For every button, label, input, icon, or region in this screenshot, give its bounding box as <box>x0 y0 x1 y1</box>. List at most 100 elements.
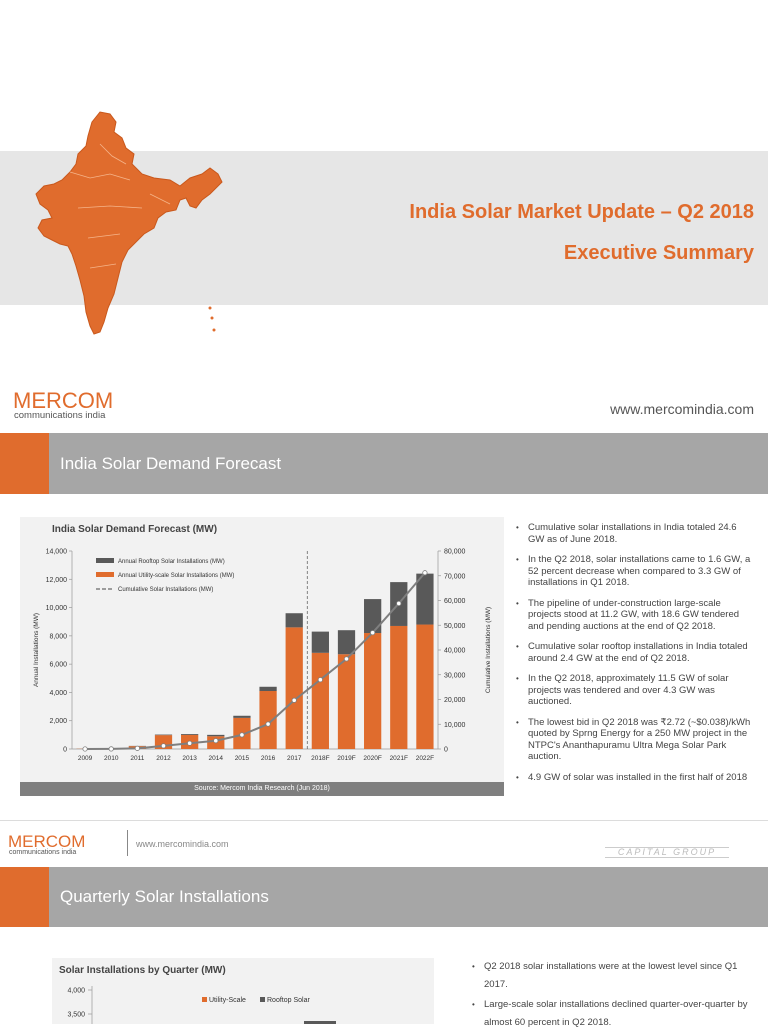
quarterly-bullet-list: Q2 2018 solar installations were at the … <box>468 958 758 1034</box>
india-map-icon <box>30 108 230 348</box>
bar-rooftop <box>155 735 172 736</box>
section-title-demand-forecast: India Solar Demand Forecast <box>60 454 281 474</box>
legend-label: Cumulative Solar Installations (MW) <box>118 587 213 593</box>
slide-subtitle: Executive Summary <box>564 242 754 265</box>
y-tick-label: 4,000 <box>67 988 85 995</box>
logo-separator <box>127 830 128 856</box>
y-tick-label: 4,000 <box>49 690 67 697</box>
y-tick-label: 12,000 <box>46 577 68 584</box>
footer-divider <box>0 820 768 821</box>
section-title-quarterly: Quarterly Solar Installations <box>60 887 269 907</box>
bar-utility <box>364 633 381 749</box>
x-tick-label: 2015 <box>235 755 250 762</box>
mercom-footer-logo: MERCOM communications india <box>8 832 120 856</box>
bar-rooftop <box>233 716 250 718</box>
bar-rooftop <box>338 630 355 654</box>
cumulative-point <box>292 698 296 702</box>
x-tick-label: 2014 <box>209 755 224 762</box>
bullet-item: The lowest bid in Q2 2018 was ₹2.72 (~$0… <box>512 717 752 763</box>
y-tick-label: 2,000 <box>49 718 67 725</box>
legend-swatch <box>96 558 114 563</box>
y2-tick-label: 40,000 <box>444 648 466 655</box>
bar-utility <box>416 625 433 749</box>
slide-title: India Solar Market Update – Q2 2018 <box>409 201 754 224</box>
bar-utility <box>390 626 407 749</box>
y2-tick-label: 0 <box>444 747 448 754</box>
legend-label: Annual Rooftop Solar Installations (MW) <box>118 559 225 565</box>
y-tick-label: 3,500 <box>67 1012 85 1019</box>
y2-tick-label: 80,000 <box>444 549 466 556</box>
svg-text:communications india: communications india <box>9 849 76 856</box>
capital-group-logo: CAPITAL GROUP <box>605 847 729 858</box>
chart-title: Solar Installations by Quarter (MW) <box>59 965 226 976</box>
cumulative-point <box>161 744 165 748</box>
cumulative-point <box>344 657 348 661</box>
bar-rooftop <box>207 735 224 736</box>
y2-tick-label: 10,000 <box>444 722 466 729</box>
bullet-item: Cumulative solar rooftop installations i… <box>512 641 752 664</box>
y2-tick-label: 70,000 <box>444 573 466 580</box>
bullet-item: Large-scale solar installations declined… <box>468 996 758 1032</box>
cumulative-point <box>240 733 244 737</box>
legend-label: Utility-Scale <box>209 997 246 1004</box>
chart-title: India Solar Demand Forecast (MW) <box>52 524 217 535</box>
y-tick-label: 6,000 <box>49 662 67 669</box>
x-tick-label: 2009 <box>78 755 93 762</box>
x-tick-label: 2017 <box>287 755 302 762</box>
cumulative-point <box>397 601 401 605</box>
x-tick-label: 2022F <box>416 755 434 762</box>
bar-rooftop <box>181 734 198 735</box>
x-tick-label: 2012 <box>156 755 171 762</box>
y2-tick-label: 20,000 <box>444 697 466 704</box>
cumulative-point <box>266 722 270 726</box>
y2-tick-label: 30,000 <box>444 672 466 679</box>
demand-bullet-list: Cumulative solar installations in India … <box>512 522 752 792</box>
bar-utility <box>259 691 276 749</box>
y-tick-label: 8,000 <box>49 633 67 640</box>
x-tick-label: 2021F <box>390 755 408 762</box>
x-tick-label: 2010 <box>104 755 119 762</box>
cumulative-point <box>109 747 113 751</box>
cumulative-point <box>187 741 191 745</box>
y-tick-label: 10,000 <box>46 605 68 612</box>
bar-rooftop <box>259 687 276 691</box>
cumulative-point <box>423 571 427 575</box>
y2-tick-label: 60,000 <box>444 598 466 605</box>
website-link[interactable]: www.mercomindia.com <box>610 401 754 417</box>
bullet-item: Q2 2018 solar installations were at the … <box>468 958 758 994</box>
bar-utility <box>312 653 329 749</box>
bar-rooftop <box>312 632 329 653</box>
mercom-logo: MERCOM communications india <box>13 388 163 420</box>
y-axis-title: Annual Installations (MW) <box>33 613 40 687</box>
x-tick-label: 2018F <box>311 755 329 762</box>
y-tick-label: 14,000 <box>46 549 68 556</box>
legend-swatch <box>260 997 265 1002</box>
bar-rooftop <box>364 599 381 633</box>
footer-website-link[interactable]: www.mercomindia.com <box>136 839 229 849</box>
cumulative-point <box>370 630 374 634</box>
legend-swatch <box>96 572 114 577</box>
x-tick-label: 2020F <box>363 755 381 762</box>
section-accent-block <box>0 433 49 494</box>
cumulative-point <box>83 747 87 751</box>
cumulative-point <box>214 739 218 743</box>
x-tick-label: 2016 <box>261 755 276 762</box>
y2-tick-label: 50,000 <box>444 623 466 630</box>
section-accent-block <box>0 867 49 927</box>
svg-text:communications india: communications india <box>14 410 106 420</box>
bullet-item: Cumulative solar installations in India … <box>512 522 752 545</box>
bar-utility <box>338 654 355 749</box>
x-tick-label: 2019F <box>337 755 355 762</box>
bar-utility <box>286 627 303 749</box>
cumulative-point <box>135 746 139 750</box>
y2-axis-title: Cumulative Installations (MW) <box>485 607 492 693</box>
bullet-item: In the Q2 2018, approximately 11.5 GW of… <box>512 673 752 708</box>
y-tick-label: 0 <box>63 747 67 754</box>
cumulative-point <box>318 678 322 682</box>
chart-source: Source: Mercom India Research (Jun 2018) <box>20 782 504 796</box>
bar-rooftop <box>286 613 303 627</box>
bullet-item: The pipeline of under-construction large… <box>512 598 752 633</box>
legend-swatch <box>202 997 207 1002</box>
bullet-item: 4.9 GW of solar was installed in the fir… <box>512 772 752 784</box>
